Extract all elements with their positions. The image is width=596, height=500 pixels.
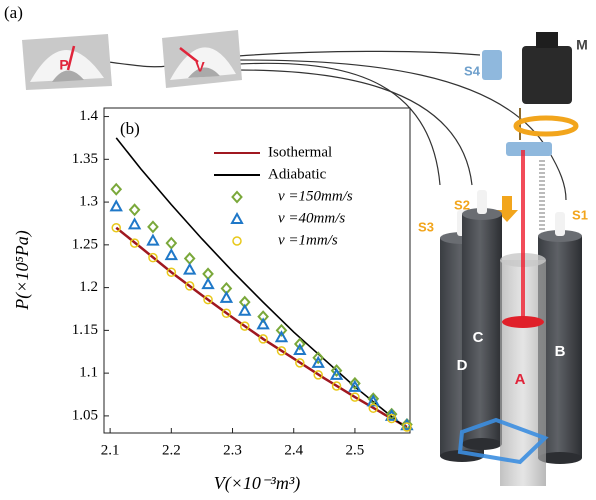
y-tick-label: 1.35 [72, 151, 98, 167]
cylinder-c [462, 190, 502, 450]
gauge-label: V [195, 59, 205, 75]
y-tick-label: 1.4 [79, 108, 98, 124]
x-tick-label: 2.3 [223, 442, 242, 458]
y-tick-label: 1.25 [72, 236, 98, 252]
y-tick-label: 1.1 [79, 365, 98, 381]
x-tick-label: 2.1 [101, 442, 120, 458]
cylinder-label: B [555, 343, 566, 360]
sensor-label: S4 [464, 63, 481, 78]
gauge-label: P [59, 57, 68, 73]
figure: (a) P V M S4 [0, 0, 596, 500]
legend-label: v =40mm/s [278, 210, 345, 226]
x-axis-label: V(×10⁻³m³) [214, 473, 300, 494]
motor-label: M [576, 37, 588, 53]
sensor-label: S3 [418, 219, 434, 234]
panel-label: (b) [120, 119, 140, 138]
sensor-label: S1 [572, 207, 588, 222]
y-tick-label: 1.3 [79, 194, 98, 210]
x-tick-label: 2.4 [284, 442, 303, 458]
y-tick-label: 1.15 [72, 322, 98, 338]
sensor-label: S2 [454, 197, 470, 212]
cylinder-label: D [457, 357, 468, 374]
legend-label: Isothermal [268, 144, 332, 160]
y-tick-label: 1.2 [79, 279, 98, 295]
rotation-arrow [516, 118, 576, 134]
y-tick-label: 1.05 [72, 407, 98, 423]
y-axis-label: P(×10⁵Pa) [12, 230, 33, 310]
legend-label: v =1mm/s [278, 232, 338, 248]
gauge-p: P [22, 34, 112, 90]
cylinder-label: C [473, 329, 484, 346]
x-tick-label: 2.2 [162, 442, 181, 458]
plot-frame [104, 108, 410, 433]
legend-label: Adiabatic [268, 166, 327, 182]
sensor-s4 [482, 50, 502, 80]
legend-label: v =150mm/s [278, 188, 353, 204]
gauge-v: V [162, 30, 242, 88]
panel-label: (a) [4, 3, 23, 22]
x-tick-label: 2.5 [346, 442, 365, 458]
cylinder-label: A [515, 371, 526, 388]
sensor-holder [506, 142, 552, 156]
